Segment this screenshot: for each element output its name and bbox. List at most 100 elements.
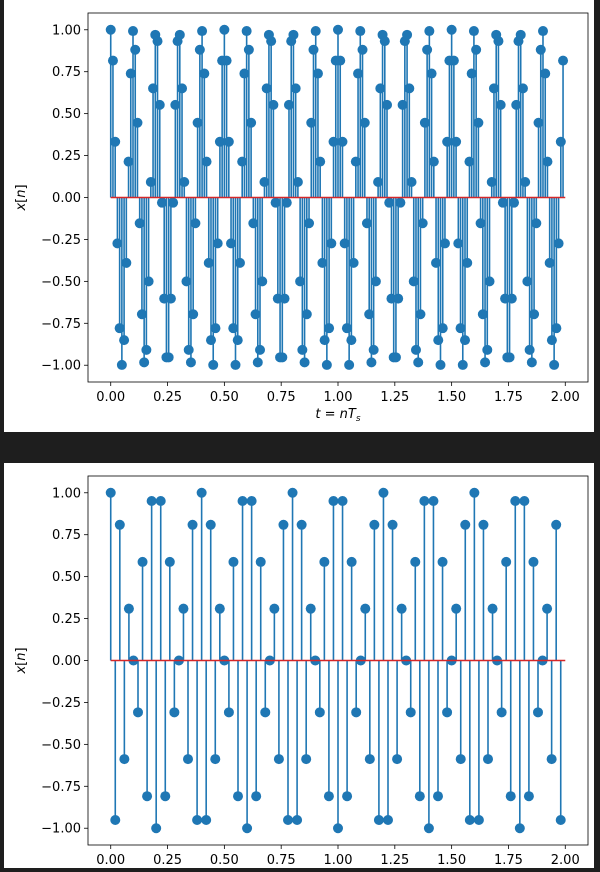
stem-marker [549,359,560,370]
stem-marker [228,556,239,567]
stem-marker [544,257,555,268]
x-tick-label: 0.75 [267,390,296,405]
stem-marker [268,99,279,110]
stem-marker [233,791,243,802]
x-tick-label: 1.50 [437,853,466,868]
x-tick-label: 1.50 [437,390,466,405]
stem-marker [105,24,116,35]
stem-marker [529,309,540,320]
stem-marker [413,357,424,368]
stem-marker [237,495,248,506]
stem-marker [553,238,564,249]
stem-marker [455,754,466,765]
stem-marker [304,218,315,229]
stem-marker [442,136,453,147]
stem-marker [341,323,352,334]
stem-marker [524,344,535,355]
stem-marker [384,197,395,208]
stem-marker [257,276,268,287]
stem-marker [156,197,167,208]
stem-marker [509,197,520,208]
stem-marker [290,83,301,94]
stem-marker [305,603,316,614]
stem-marker [488,83,499,94]
stem-marker [243,44,254,55]
stem-marker [248,218,259,229]
stem-marker [415,309,426,320]
stem-marker [424,26,435,37]
y-tick-label: 1.00 [52,23,81,38]
stem-marker [310,26,321,37]
stem-marker [473,117,484,128]
stem-marker [414,791,425,802]
stem-marker [214,136,225,147]
stem-marker [201,156,212,167]
stem-marker [259,177,270,188]
stem-marker [510,495,521,506]
stem-marker [558,55,569,66]
x-tick-label: 0.25 [153,390,182,405]
stem-marker [169,707,180,718]
stem-marker [493,36,504,47]
stem-marker [448,55,459,66]
stem-marker [252,357,263,368]
y-tick-label: −0.25 [41,696,81,711]
stem-marker [484,276,495,287]
stem-marker [314,707,325,718]
stem-marker [437,323,448,334]
stem-marker [466,68,477,79]
stem-marker [210,754,221,765]
stem-marker [281,197,292,208]
stem-marker [514,823,525,834]
y-tick-label: −1.00 [41,359,81,374]
y-tick-label: 0.75 [52,528,81,543]
stem-marker [369,519,380,530]
stem-marker [333,823,343,834]
stem-marker [299,357,310,368]
stem-marker [350,156,361,167]
stem-marker [383,815,393,826]
stem-marker [301,754,312,765]
stem-marker [431,257,442,268]
stem-plot-1-svg: 1.00 0.75 0.50 0.25 0.00 −0.25 −0.50 −0.75 −1.00… [14,12,589,424]
stem-marker [504,352,515,363]
stem-marker [364,754,375,765]
stem-marker [496,707,507,718]
y-tick-label: −0.50 [41,275,81,290]
stem-marker [390,352,401,363]
stem-marker [142,791,153,802]
x-tick-label: 1.00 [324,853,353,868]
stem-marker [292,815,303,826]
stem-marker [364,309,375,320]
stems [109,29,564,365]
stem-marker [486,177,497,188]
stem-marker [428,156,439,167]
stem-marker [183,754,193,765]
stem-marker [279,293,290,304]
stem-marker [119,754,130,765]
stem-marker [114,519,125,530]
stem-marker [501,556,512,567]
stem-marker [246,117,257,128]
stem-marker [546,335,557,346]
stem-marker [208,359,219,370]
stem-marker [551,519,562,530]
stem-marker [223,707,234,718]
stem-marker [555,815,566,826]
stem-marker [464,156,475,167]
stem-marker [526,357,537,368]
stem-marker [119,335,130,346]
x-tick-label: 1.75 [494,390,523,405]
stem-marker [339,238,350,249]
x-tick-label: 2.00 [551,853,580,868]
stem-marker [396,603,407,614]
y-tick-label: 0.00 [52,191,81,206]
stem-marker [460,335,471,346]
stem-marker [234,257,245,268]
y-tick-label: 0.25 [52,149,81,164]
stem-marker [404,83,415,94]
stem-marker [387,519,398,530]
stem-marker [437,556,448,567]
x-tick-label: 0.25 [153,853,182,868]
stem-marker [480,357,491,368]
